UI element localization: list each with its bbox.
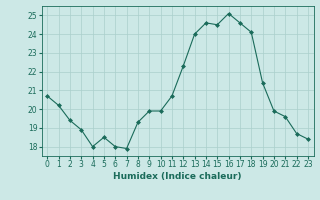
X-axis label: Humidex (Indice chaleur): Humidex (Indice chaleur) bbox=[113, 172, 242, 181]
